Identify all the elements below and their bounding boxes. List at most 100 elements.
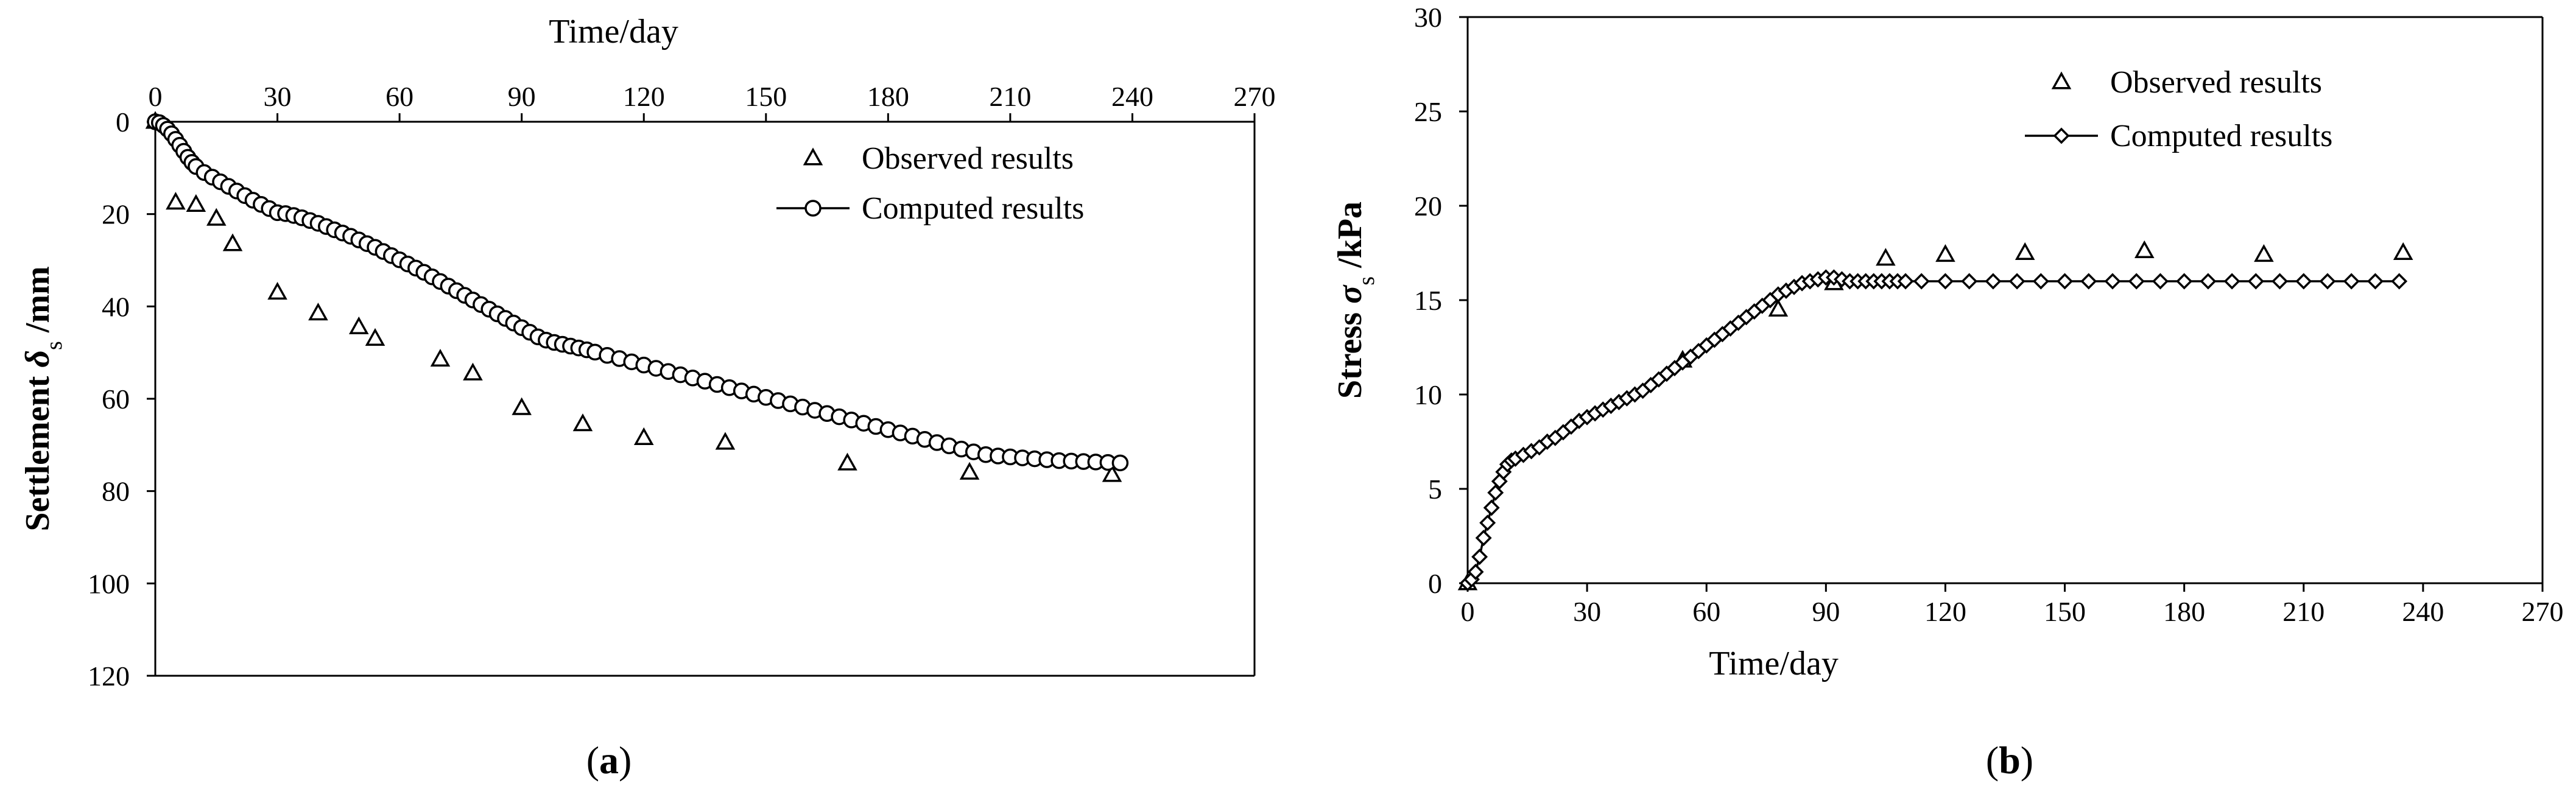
y-tick-label: 80 [102, 476, 130, 507]
legend-item: Observed results [803, 141, 1074, 176]
legend-label: Computed results [862, 191, 1084, 226]
series-computed [1459, 269, 2408, 592]
data-point [2367, 273, 2384, 290]
data-point [2134, 240, 2155, 258]
x-tick-label: 210 [2282, 596, 2324, 627]
data-point [1102, 464, 1122, 482]
data-point [348, 316, 369, 335]
legend-marker [804, 200, 822, 217]
data-point [1876, 248, 1896, 266]
x-tick-label: 180 [867, 81, 909, 112]
y-tick-label: 20 [1414, 191, 1442, 222]
y-tick-label: 15 [1414, 285, 1442, 316]
x-tick-label: 90 [508, 81, 536, 112]
y-tick-label: 20 [102, 199, 130, 230]
series-computed [147, 113, 1129, 472]
panel-label-b: (b) [1986, 738, 2033, 782]
legend: Observed results Computed results [776, 141, 1084, 226]
data-point [2319, 273, 2336, 290]
data-point [1913, 273, 1930, 290]
data-point [2393, 242, 2413, 261]
legend-marker [2051, 71, 2072, 89]
data-point [2247, 273, 2264, 290]
data-point [2343, 273, 2360, 290]
data-point [365, 328, 385, 346]
data-point [1937, 273, 1954, 290]
data-point [633, 427, 654, 446]
data-point [2128, 273, 2145, 290]
data-point [2295, 273, 2312, 290]
x-tick-label: 30 [264, 81, 292, 112]
data-point [166, 192, 186, 210]
y-tick-label: 120 [88, 661, 130, 692]
x-tick-label: 240 [2402, 596, 2444, 627]
x-tick-label: 30 [1573, 596, 1601, 627]
data-point [837, 452, 857, 471]
legend-label: Observed results [2110, 65, 2322, 100]
x-tick-label: 270 [1234, 81, 1276, 112]
data-point [1961, 273, 1978, 290]
y-tick-label: 10 [1414, 379, 1442, 410]
data-point [512, 397, 532, 415]
y-tick-label: 5 [1428, 474, 1442, 505]
x-tick-label: 150 [745, 81, 787, 112]
y-axis-title: Stress σs /kPa [1331, 202, 1379, 399]
data-point [2176, 273, 2193, 290]
legend-marker [2053, 127, 2070, 144]
data-point [1985, 273, 2002, 290]
y-tick-label: 0 [1428, 568, 1442, 599]
data-point [2008, 273, 2025, 290]
x-tick-label: 90 [1812, 596, 1840, 627]
data-point [1483, 499, 1500, 516]
data-point [267, 281, 287, 300]
data-point [186, 194, 206, 212]
data-point [2080, 273, 2097, 290]
y-tick-label: 30 [1414, 2, 1442, 33]
data-point [1471, 549, 1488, 566]
x-tick-label: 270 [2522, 596, 2564, 627]
x-tick-label: 120 [1924, 596, 1966, 627]
data-point [2272, 273, 2289, 290]
y-tick-label: 100 [88, 568, 130, 599]
data-point [2104, 273, 2121, 290]
x-tick-label: 0 [149, 81, 163, 112]
x-axis-title: Time/day [1709, 645, 1839, 682]
data-point [2015, 242, 2035, 261]
x-axis-title: Time/day [549, 13, 678, 51]
data-point [2223, 273, 2240, 290]
data-point [2057, 273, 2074, 290]
y-tick-label: 40 [102, 291, 130, 322]
data-point [2254, 244, 2274, 262]
data-point [1487, 484, 1504, 501]
data-point [1475, 530, 1492, 547]
data-point [2152, 273, 2169, 290]
x-tick-label: 60 [385, 81, 413, 112]
data-point [308, 303, 328, 321]
x-tick-label: 240 [1111, 81, 1153, 112]
data-point [2200, 273, 2217, 290]
y-tick-label: 60 [102, 384, 130, 415]
legend-label: Observed results [862, 141, 1074, 176]
data-point [572, 413, 593, 432]
y-tick-label: 25 [1414, 96, 1442, 127]
x-tick-label: 150 [2044, 596, 2086, 627]
data-point [959, 461, 980, 480]
legend-item: Computed results [2025, 119, 2332, 153]
legend-item: Computed results [776, 191, 1084, 226]
panel-a-chart: 0 30 60 90 120 150 180 210 240 270 0 20 40 60 80 100 120… [19, 13, 1276, 692]
data-point [2032, 273, 2049, 290]
data-point [1111, 454, 1129, 472]
panel-label-a: (a) [586, 738, 632, 782]
data-point [430, 348, 451, 367]
data-point [222, 233, 243, 251]
x-tick-label: 180 [2163, 596, 2205, 627]
legend: Observed results Computed results [2025, 65, 2332, 153]
legend-marker [803, 147, 823, 166]
data-point [1467, 563, 1484, 580]
data-point [715, 432, 736, 450]
legend-item: Observed results [2051, 65, 2322, 100]
x-tick-label: 0 [1461, 596, 1475, 627]
legend-label: Computed results [2110, 119, 2332, 153]
